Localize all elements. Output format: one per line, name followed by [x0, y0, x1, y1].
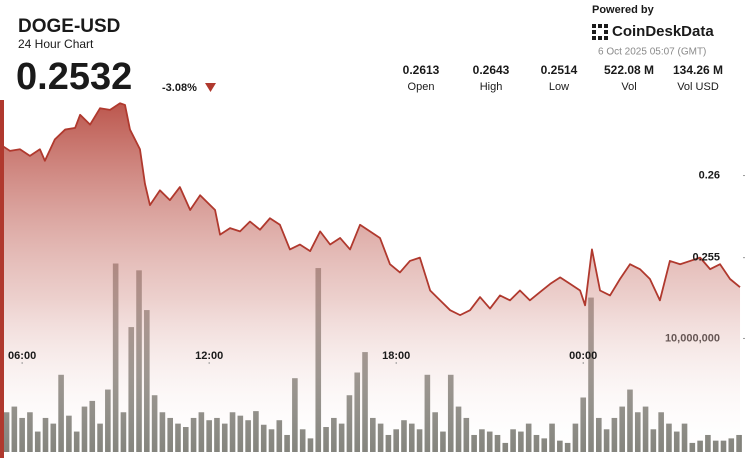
stat-label: High [480, 81, 503, 93]
x-tick-label: 18:00 [382, 350, 410, 362]
subtitle: 24 Hour Chart [18, 37, 94, 51]
title: DOGE-USD [18, 16, 120, 37]
x-tick-label: 12:00 [195, 350, 223, 362]
stat-value: 522.08 M [604, 63, 654, 77]
price: 0.2532 [16, 56, 132, 98]
stat-value: 0.2643 [473, 63, 510, 77]
stat-value: 0.2514 [541, 63, 578, 77]
stat-label: Low [549, 81, 569, 93]
edge-strip [0, 100, 4, 458]
logo-icon [592, 24, 608, 40]
stat-label: Vol USD [677, 81, 719, 93]
stat-value: 134.26 M [673, 63, 723, 77]
price-tick-label: 0.255 [692, 252, 720, 264]
brand: CoinDeskData [612, 23, 714, 40]
powered-by: Powered by [592, 4, 655, 16]
timestamp: 6 Oct 2025 05:07 (GMT) [598, 47, 706, 58]
price-tick-label: 0.26 [699, 169, 720, 181]
x-tick-label: 00:00 [569, 350, 597, 362]
price-area [0, 103, 741, 458]
stats: 0.2613 Open 0.2643 High 0.2514 Low 522.08 M Vol… [403, 63, 723, 93]
price-line [0, 102, 741, 317]
stat-value: 0.2613 [403, 63, 440, 77]
x-tick-label: 06:00 [8, 350, 36, 362]
stat-label: Open [408, 81, 435, 93]
down-arrow [205, 83, 216, 92]
stat-label: Vol [621, 81, 636, 93]
change: -3.08% [162, 82, 197, 94]
